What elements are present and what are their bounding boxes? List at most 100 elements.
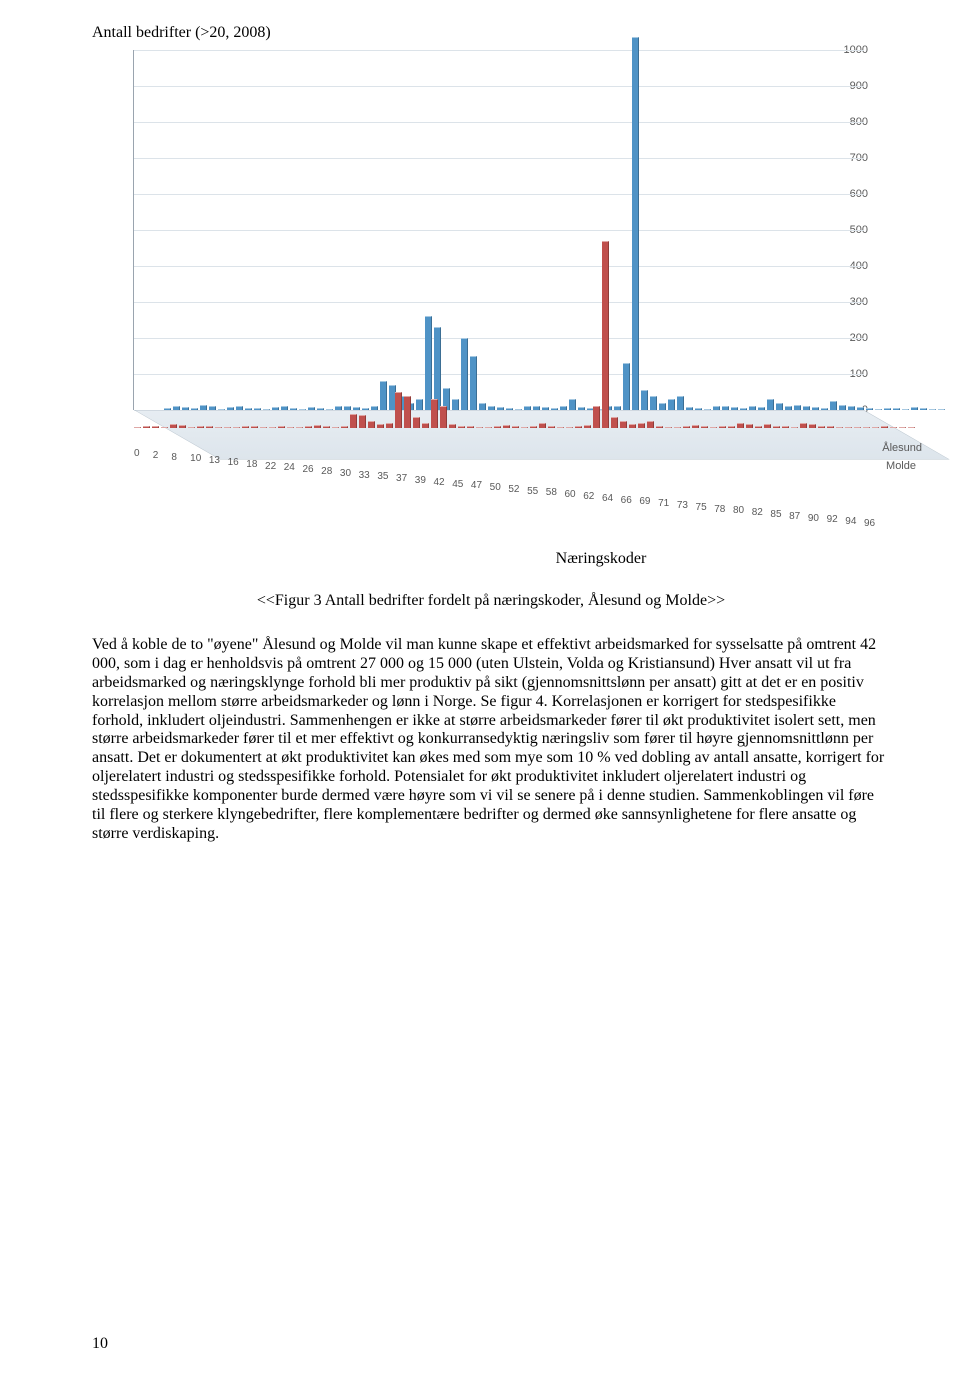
bar [278,426,285,428]
bar [386,423,393,428]
x-tick-label: 37 [396,473,407,484]
x-tick-label: 96 [864,518,875,529]
x-tick-label: 39 [415,475,426,486]
bar [269,427,276,428]
x-tick-label: 92 [827,514,838,525]
bar [647,421,654,428]
bar [701,426,708,428]
bar [143,426,150,428]
bar [863,427,870,428]
bar [479,403,486,410]
bar [368,421,375,428]
bar [620,421,627,428]
bar [623,363,630,410]
bar [179,425,186,428]
bar [929,409,936,410]
bar [215,427,222,428]
bar [305,426,312,428]
bar [380,381,387,410]
bar [908,427,915,428]
bar [251,426,258,428]
bar [668,399,675,410]
x-tick-label: 33 [359,470,370,481]
bar [638,423,645,428]
bar [161,427,168,428]
bar [791,427,798,428]
bar [425,316,432,410]
x-tick-label: 66 [621,495,632,506]
bar [782,426,789,428]
bar [416,399,423,410]
bar [854,427,861,428]
bar [452,399,459,410]
bar-chart-3d: 01002003004005006007008009001000 0281013… [74,50,874,530]
figure-axis-label: Næringskoder [312,550,890,568]
bar [341,426,348,428]
x-tick-label: 18 [246,459,257,470]
bar [296,427,303,428]
x-tick-label: 62 [583,491,594,502]
x-tick-label: 87 [789,511,800,522]
bar [332,427,339,428]
bar [521,427,528,428]
bar [503,425,510,428]
bar [593,406,600,428]
bar [692,425,699,428]
bar [674,427,681,428]
bar [890,427,897,428]
bar [641,390,648,410]
bar [206,426,213,428]
bar [377,424,384,428]
bar [773,426,780,428]
bar [260,427,267,428]
bar [746,424,753,428]
bar [755,426,762,428]
bar [242,426,249,428]
x-tick-label: 52 [508,484,519,495]
x-tick-label: 94 [845,516,856,527]
bar [314,425,321,428]
x-tick-label: 50 [490,482,501,493]
bar [458,426,465,428]
x-tick-label: 8 [171,452,177,463]
bar [539,423,546,428]
x-tick-label: 82 [752,507,763,518]
bar [719,426,726,428]
bar [431,399,438,428]
bar [467,426,474,428]
x-tick-label: 30 [340,468,351,479]
bar [776,403,783,410]
bar [224,427,231,428]
bar [881,426,888,428]
body-paragraph: Ved å koble de to "øyene" Ålesund og Mol… [92,636,890,844]
x-tick-label: 60 [565,489,576,500]
bar [650,396,657,410]
bar [233,427,240,428]
x-tick-label: 42 [433,477,444,488]
bar [323,426,330,428]
chart-plot-area [134,50,874,510]
x-tick-label: 69 [639,496,650,507]
bar [836,427,843,428]
bar [920,408,927,410]
bar [134,427,141,428]
bar [659,403,666,410]
bar [476,427,483,428]
bar [350,414,357,428]
x-tick-label: 75 [696,502,707,513]
bar [683,426,690,428]
bar [569,399,576,410]
x-tick-label: 13 [209,455,220,466]
bar [152,426,159,428]
x-tick-label: 22 [265,461,276,472]
series-label-molde: Molde [886,460,916,472]
bar [827,426,834,428]
bar [404,396,411,428]
chart-title: Antall bedrifter (>20, 2008) [92,24,890,42]
bar [899,427,906,428]
bar [665,427,672,428]
bar [629,424,636,428]
x-tick-label: 85 [770,509,781,520]
bar [818,426,825,428]
bar [287,427,294,428]
